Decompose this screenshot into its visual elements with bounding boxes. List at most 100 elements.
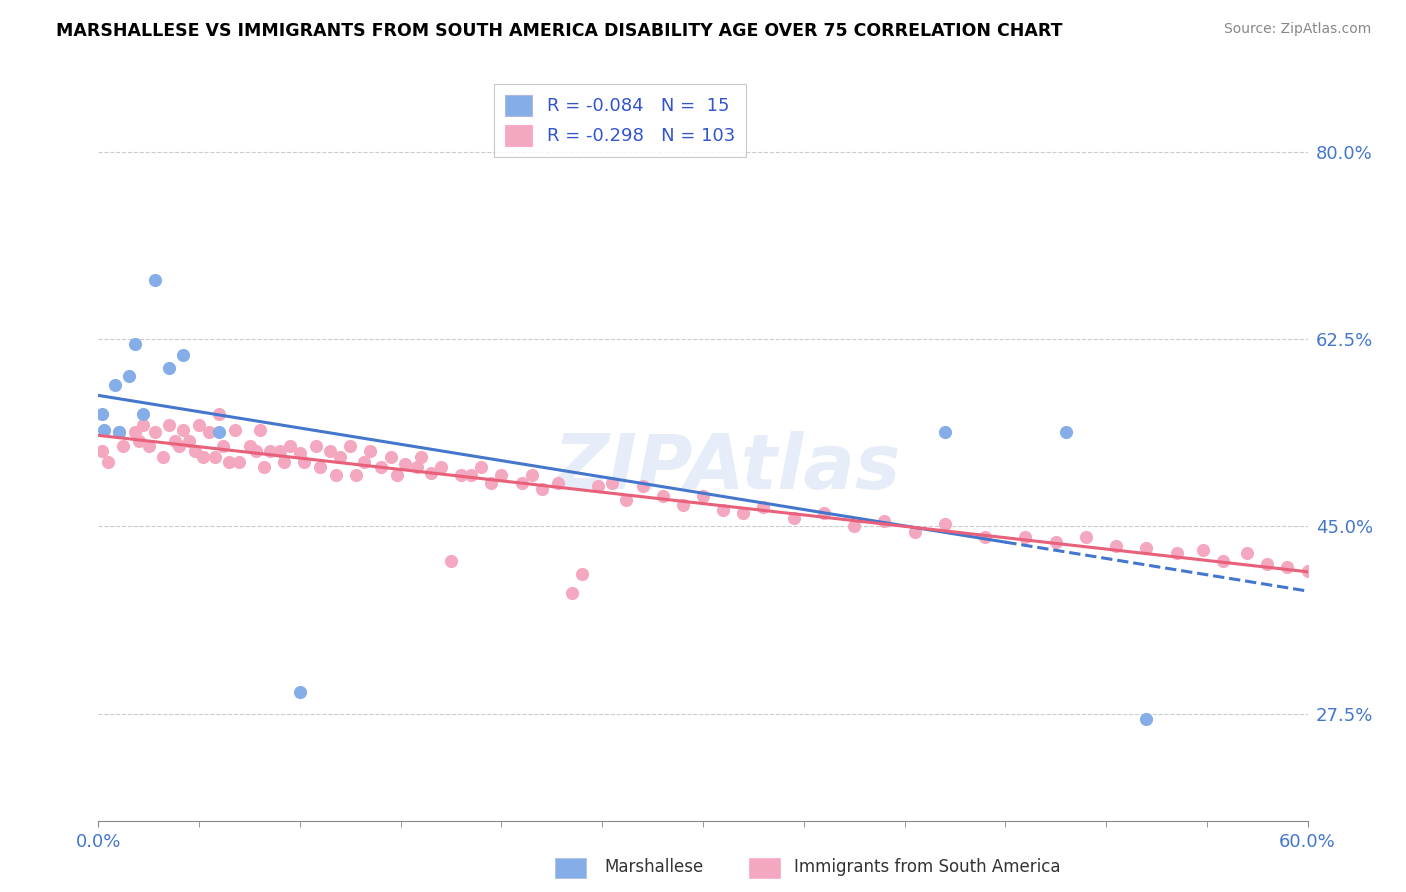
Text: ZIPAtlas: ZIPAtlas xyxy=(554,432,901,506)
Point xyxy=(198,425,221,439)
Point xyxy=(571,567,593,582)
Point xyxy=(157,360,180,375)
Point xyxy=(360,444,382,458)
Point xyxy=(288,685,311,699)
Point xyxy=(128,434,150,448)
Point xyxy=(143,273,166,287)
Point xyxy=(124,337,146,351)
Point xyxy=(97,455,120,469)
Point xyxy=(339,439,361,453)
Point xyxy=(138,439,160,453)
Point xyxy=(344,467,367,482)
Text: MARSHALLESE VS IMMIGRANTS FROM SOUTH AMERICA DISABILITY AGE OVER 75 CORRELATION : MARSHALLESE VS IMMIGRANTS FROM SOUTH AME… xyxy=(56,22,1063,40)
Point xyxy=(530,482,553,496)
Point xyxy=(288,446,311,460)
Point xyxy=(124,425,146,439)
Point xyxy=(118,369,141,384)
Point xyxy=(172,348,194,362)
Point xyxy=(491,467,513,482)
Point xyxy=(561,585,583,599)
Point xyxy=(1256,557,1278,571)
Point xyxy=(1045,535,1067,549)
Point xyxy=(460,467,482,482)
Point xyxy=(430,460,453,475)
Point xyxy=(450,467,472,482)
Point xyxy=(520,467,543,482)
Point xyxy=(380,450,402,464)
Point xyxy=(1277,560,1299,574)
Point xyxy=(409,450,432,464)
Point xyxy=(1166,546,1188,560)
Point xyxy=(208,425,231,439)
Point xyxy=(481,476,503,491)
Point xyxy=(711,503,734,517)
Point xyxy=(1236,546,1258,560)
Point xyxy=(292,455,315,469)
Point xyxy=(631,478,654,492)
Point xyxy=(783,510,806,524)
Point xyxy=(163,434,186,448)
Point xyxy=(103,378,125,392)
Point xyxy=(813,507,835,521)
Text: Marshallese: Marshallese xyxy=(605,858,704,876)
Point xyxy=(132,417,155,432)
Point xyxy=(602,476,624,491)
Point xyxy=(1191,542,1213,557)
Point xyxy=(1296,564,1319,578)
Point xyxy=(239,439,262,453)
Legend: R = -0.084   N =  15, R = -0.298   N = 103: R = -0.084 N = 15, R = -0.298 N = 103 xyxy=(495,84,745,156)
Point xyxy=(269,444,291,458)
Point xyxy=(547,476,569,491)
Point xyxy=(904,524,927,539)
Point xyxy=(1014,530,1036,544)
Point xyxy=(1135,541,1157,555)
Point xyxy=(470,460,492,475)
Point xyxy=(329,450,352,464)
Point xyxy=(228,455,250,469)
Point xyxy=(273,455,295,469)
Point xyxy=(934,517,956,532)
Point xyxy=(91,407,114,421)
Point xyxy=(107,425,129,439)
Point xyxy=(107,425,129,439)
Point xyxy=(212,439,235,453)
Point xyxy=(1105,539,1128,553)
Point xyxy=(208,407,231,421)
Text: Immigrants from South America: Immigrants from South America xyxy=(794,858,1062,876)
Point xyxy=(672,498,695,512)
Point xyxy=(1212,553,1234,567)
Point xyxy=(111,439,134,453)
Point xyxy=(91,444,114,458)
Point xyxy=(309,460,332,475)
Point xyxy=(1074,530,1097,544)
Point xyxy=(93,423,115,437)
Point xyxy=(259,444,281,458)
Point xyxy=(249,423,271,437)
Point xyxy=(278,439,301,453)
Point xyxy=(616,492,638,507)
Point xyxy=(305,439,328,453)
Point xyxy=(692,489,714,503)
Point xyxy=(224,423,246,437)
Point xyxy=(1135,712,1157,726)
Text: Source: ZipAtlas.com: Source: ZipAtlas.com xyxy=(1223,22,1371,37)
Point xyxy=(353,455,375,469)
Point xyxy=(1054,425,1077,439)
Point xyxy=(586,478,609,492)
Point xyxy=(440,553,463,567)
Point xyxy=(157,417,180,432)
Point xyxy=(143,425,166,439)
Point xyxy=(188,417,211,432)
Point xyxy=(132,407,155,421)
Point xyxy=(184,444,207,458)
Point xyxy=(253,460,276,475)
Point xyxy=(405,460,427,475)
Point xyxy=(218,455,240,469)
Point xyxy=(319,444,342,458)
Point xyxy=(934,425,956,439)
Point xyxy=(385,467,408,482)
Point xyxy=(167,439,190,453)
Point xyxy=(325,467,347,482)
Point xyxy=(844,519,866,533)
Point xyxy=(394,457,416,471)
